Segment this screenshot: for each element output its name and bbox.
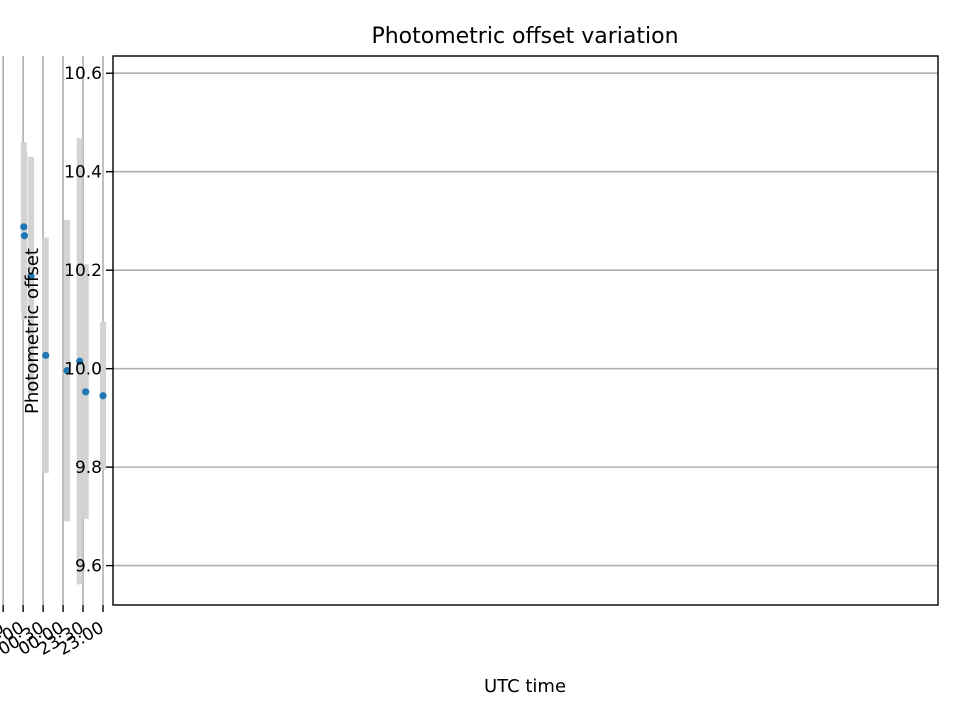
y-tick-label: 10.4	[64, 163, 102, 183]
y-tick-label: 9.8	[75, 458, 102, 478]
y-tick-label: 10.6	[64, 64, 102, 84]
data-point	[27, 272, 35, 280]
data-point	[42, 351, 50, 359]
y-tick-label: 10.0	[64, 360, 102, 380]
plot-frame	[112, 55, 939, 606]
grid	[2, 56, 938, 605]
y-tick-label: 9.6	[75, 557, 102, 577]
data-point	[20, 232, 29, 240]
data-point	[99, 392, 107, 400]
data-points	[20, 223, 107, 400]
data-point	[20, 223, 28, 231]
x-axis-label: UTC time	[484, 676, 566, 697]
y-axis-ticks: 9.6 9.8 10.0 10.2 10.4 10.6	[64, 64, 113, 577]
data-point	[82, 388, 90, 396]
data-point	[63, 367, 71, 375]
y-tick-label: 10.2	[64, 261, 102, 281]
data-point	[76, 357, 84, 365]
chart-title: Photometric offset variation	[371, 24, 678, 49]
y-axis-label: Photometric offset	[22, 248, 43, 414]
